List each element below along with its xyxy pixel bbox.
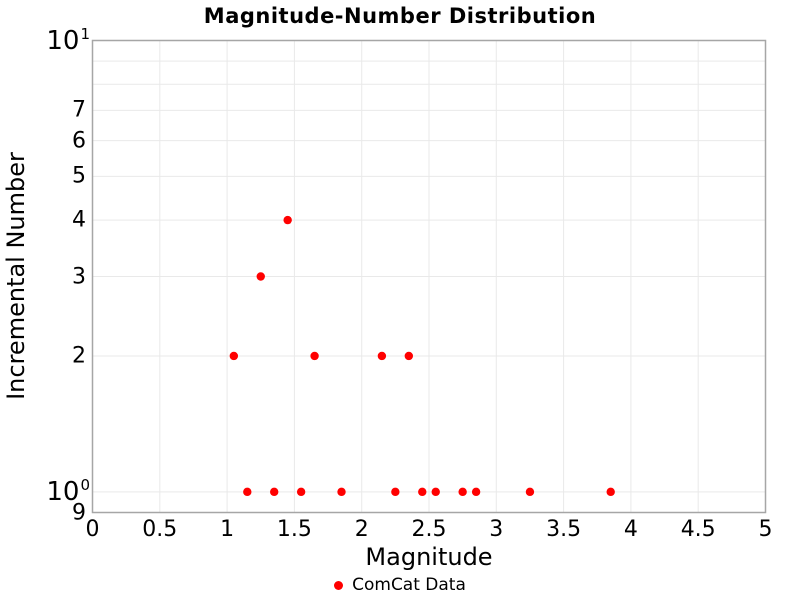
y-axis-label: Incremental Number bbox=[2, 152, 30, 400]
y-tick-label: 3 bbox=[72, 264, 86, 289]
x-tick-label: 3 bbox=[489, 517, 504, 542]
data-point bbox=[296, 487, 306, 497]
x-tick-label: 4 bbox=[623, 517, 638, 542]
data-point bbox=[310, 351, 319, 361]
data-point bbox=[229, 351, 239, 361]
chart-title: Magnitude-Number Distribution bbox=[203, 4, 597, 28]
data-point bbox=[458, 487, 467, 497]
y-tick-label: 5 bbox=[72, 163, 86, 189]
plot-border bbox=[91, 39, 767, 514]
x-tick-label: 2 bbox=[354, 517, 369, 542]
x-tick-label: 3.5 bbox=[546, 517, 582, 542]
data-point bbox=[404, 351, 414, 361]
y-tick-label: 2 bbox=[72, 343, 86, 369]
data-point bbox=[471, 487, 481, 497]
y-tick-label: 101 bbox=[46, 24, 90, 56]
data-point bbox=[418, 487, 427, 497]
data-point bbox=[606, 487, 615, 497]
y-tick-label: 7 bbox=[72, 97, 86, 123]
x-tick-label: 1.5 bbox=[276, 517, 312, 542]
y-tick-label: 6 bbox=[72, 128, 86, 154]
x-tick-label: 5 bbox=[758, 517, 773, 542]
x-tick-label: 0.5 bbox=[142, 517, 178, 542]
data-point bbox=[431, 487, 440, 497]
data-point bbox=[243, 487, 252, 497]
legend-item-label: ComCat Data bbox=[352, 575, 466, 595]
legend: ComCat Data bbox=[0, 575, 800, 595]
y-tick-label: 4 bbox=[72, 207, 86, 233]
data-point bbox=[283, 215, 292, 225]
data-point bbox=[256, 272, 265, 281]
data-point bbox=[337, 487, 346, 497]
x-tick-label: 2.5 bbox=[411, 517, 447, 542]
y-tick-label: 9 bbox=[72, 500, 86, 525]
x-tick-label: 4.5 bbox=[680, 517, 716, 542]
data-point bbox=[525, 487, 535, 497]
x-axis-label: Magnitude bbox=[365, 543, 493, 571]
data-point bbox=[377, 351, 387, 361]
data-point bbox=[270, 487, 279, 497]
x-tick-label: 1 bbox=[220, 517, 235, 542]
x-tick-label: 0 bbox=[85, 517, 100, 542]
legend-marker-icon bbox=[334, 580, 344, 590]
data-point bbox=[391, 487, 400, 497]
y-tick-label: 100 bbox=[46, 476, 90, 507]
